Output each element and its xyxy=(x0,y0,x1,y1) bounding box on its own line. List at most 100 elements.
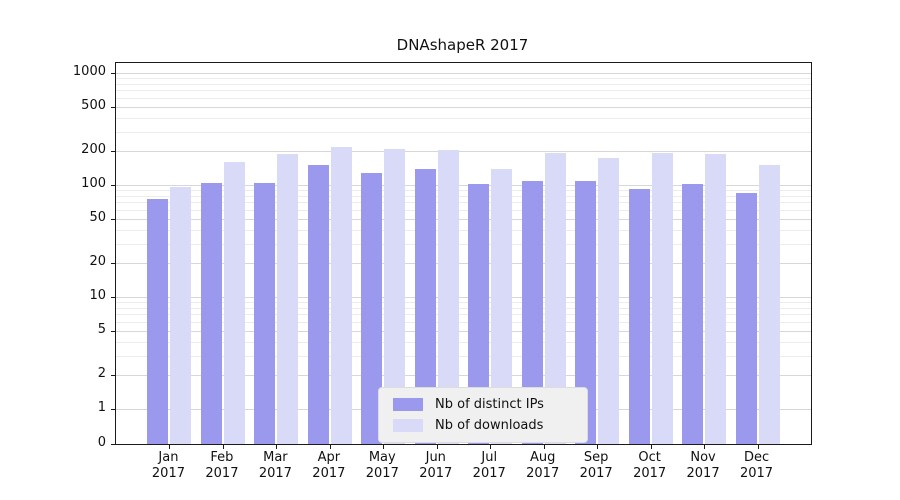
y-tick-mark xyxy=(111,375,115,377)
bar-downloads xyxy=(544,152,566,444)
bar-distinct-ips xyxy=(361,172,383,444)
legend-item-distinct-ips: Nb of distinct IPs xyxy=(393,397,569,412)
gridline-minor xyxy=(116,321,811,323)
bar-downloads xyxy=(437,150,459,444)
bar-distinct-ips xyxy=(147,198,169,444)
y-tick-label: 10 xyxy=(89,288,106,303)
legend-label-distinct-ips: Nb of distinct IPs xyxy=(435,397,544,412)
x-tick-mark xyxy=(543,445,545,449)
bar-distinct-ips xyxy=(414,169,436,444)
gridline-minor xyxy=(116,229,811,231)
x-tick-label: Jan 2017 xyxy=(151,450,185,481)
x-tick-mark xyxy=(704,445,706,449)
y-tick-mark xyxy=(111,106,115,108)
y-tick-label: 0 xyxy=(97,435,106,450)
y-tick-label: 200 xyxy=(81,142,106,158)
gridline-major xyxy=(116,375,811,377)
gridline-minor xyxy=(116,202,811,204)
y-tick-mark xyxy=(111,151,115,153)
x-tick-label: Aug 2017 xyxy=(526,450,560,481)
gridline-minor xyxy=(116,209,811,211)
bar-distinct-ips xyxy=(254,182,276,444)
x-tick-mark xyxy=(222,445,224,449)
gridline-minor xyxy=(116,307,811,309)
gridline-major xyxy=(116,185,811,186)
y-tick-mark xyxy=(111,73,115,74)
bar-distinct-ips xyxy=(521,181,543,444)
gridline-minor xyxy=(116,83,811,85)
gridline-minor xyxy=(116,117,811,119)
bar-downloads xyxy=(491,169,513,444)
x-tick-mark xyxy=(597,445,599,449)
y-tick-label: 2 xyxy=(97,366,106,382)
gridline-minor xyxy=(116,78,811,80)
x-tick-mark xyxy=(650,445,652,449)
bar-distinct-ips xyxy=(682,184,704,444)
bar-downloads xyxy=(651,153,673,444)
y-tick-mark xyxy=(111,297,115,298)
bar-distinct-ips xyxy=(468,184,490,444)
bar-downloads xyxy=(384,148,406,444)
x-tick-label: Feb 2017 xyxy=(205,450,239,481)
y-tick-mark xyxy=(111,263,115,265)
x-tick-mark xyxy=(169,445,171,449)
gridline-minor xyxy=(116,190,811,192)
legend-label-downloads: Nb of downloads xyxy=(435,418,544,433)
x-tick-mark xyxy=(329,445,331,449)
bar-downloads xyxy=(277,154,299,444)
bar-distinct-ips xyxy=(307,165,329,444)
x-tick-mark xyxy=(276,445,278,449)
bar-downloads xyxy=(330,147,352,444)
gridline-minor xyxy=(116,195,811,197)
y-tick-label: 500 xyxy=(81,97,106,113)
gridline-major xyxy=(116,151,811,153)
x-tick-mark xyxy=(490,445,492,449)
y-tick-label: 20 xyxy=(89,254,106,270)
bar-downloads xyxy=(758,165,780,444)
y-tick-label: 1000 xyxy=(72,64,106,79)
gridline-major xyxy=(116,297,811,298)
gridline-major xyxy=(116,330,811,332)
x-tick-label: Jun 2017 xyxy=(419,450,453,481)
y-axis: 0 1 2 5 10 20 50 100 200 500 1000 xyxy=(0,62,106,450)
legend-swatch-distinct-ips xyxy=(393,398,423,411)
y-tick-label: 100 xyxy=(81,176,106,191)
bar-downloads xyxy=(170,187,192,444)
y-tick-label: 1 xyxy=(97,400,106,415)
y-tick-mark xyxy=(111,444,115,445)
x-tick-label: Jul 2017 xyxy=(472,450,506,481)
gridline-minor xyxy=(116,314,811,316)
x-tick-mark xyxy=(383,445,385,449)
y-tick-mark xyxy=(111,185,115,186)
gridline-minor xyxy=(116,355,811,357)
x-tick-label: Sep 2017 xyxy=(579,450,613,481)
gridline-minor xyxy=(116,341,811,343)
y-tick-label: 50 xyxy=(89,209,106,225)
y-tick-mark xyxy=(111,218,115,220)
gridline-minor xyxy=(116,97,811,99)
gridline-minor xyxy=(116,131,811,133)
gridline-minor xyxy=(116,90,811,92)
bar-distinct-ips xyxy=(735,192,757,444)
bar-downloads xyxy=(223,162,245,444)
gridline-major xyxy=(116,218,811,220)
bar-downloads xyxy=(598,157,620,444)
x-tick-label: Oct 2017 xyxy=(633,450,667,481)
bar-downloads xyxy=(705,153,727,444)
x-tick-mark xyxy=(436,445,438,449)
chart-title: DNAshapeR 2017 xyxy=(396,36,529,54)
y-tick-mark xyxy=(111,330,115,332)
y-tick-mark xyxy=(111,409,115,410)
bar-distinct-ips xyxy=(200,182,222,444)
y-tick-label: 5 xyxy=(97,321,106,337)
bar-distinct-ips xyxy=(575,181,597,444)
x-tick-label: May 2017 xyxy=(365,450,399,481)
gridline-minor xyxy=(116,243,811,245)
x-tick-label: Mar 2017 xyxy=(258,450,292,481)
x-tick-label: Apr 2017 xyxy=(312,450,346,481)
x-tick-mark xyxy=(757,445,759,449)
legend-swatch-downloads xyxy=(393,419,423,432)
gridline-major xyxy=(116,106,811,108)
plot-area: Nb of distinct IPs Nb of downloads xyxy=(111,62,812,449)
